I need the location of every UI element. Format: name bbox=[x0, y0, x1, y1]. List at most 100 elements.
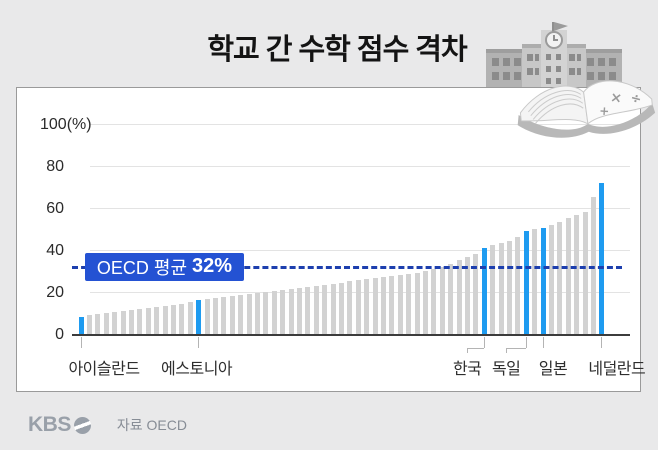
gridline bbox=[90, 124, 630, 125]
y-axis-tick: 40 bbox=[46, 242, 64, 259]
bar bbox=[229, 296, 235, 334]
bar bbox=[448, 264, 454, 334]
bar bbox=[128, 310, 134, 334]
bar bbox=[238, 295, 244, 334]
label-connector bbox=[466, 348, 468, 353]
bar bbox=[439, 267, 445, 334]
bar bbox=[565, 218, 571, 334]
country-label-에스토니아: 에스토니아 bbox=[161, 361, 233, 378]
label-connector bbox=[80, 337, 82, 348]
bar bbox=[532, 229, 538, 334]
bar-highlight bbox=[481, 248, 487, 334]
bar bbox=[338, 283, 344, 334]
bar bbox=[112, 312, 118, 334]
bar bbox=[347, 281, 353, 334]
country-label-독일: 독일 bbox=[491, 361, 521, 378]
bar bbox=[473, 254, 479, 334]
country-label-일본: 일본 bbox=[538, 361, 568, 378]
bar bbox=[498, 243, 504, 334]
bar bbox=[422, 271, 428, 334]
country-label-한국: 한국 bbox=[452, 361, 482, 378]
country-label-네덜란드: 네덜란드 bbox=[588, 361, 646, 378]
label-connector bbox=[505, 348, 507, 353]
bar bbox=[254, 293, 260, 334]
gridline bbox=[90, 250, 630, 251]
country-label-아이슬란드: 아이슬란드 bbox=[68, 361, 140, 378]
bar bbox=[464, 257, 470, 334]
label-connector bbox=[601, 337, 603, 348]
bar bbox=[154, 307, 160, 334]
bar-highlight bbox=[599, 183, 605, 334]
bar bbox=[322, 285, 328, 334]
school-building-icon bbox=[486, 22, 622, 93]
bar bbox=[120, 311, 126, 334]
bar bbox=[187, 302, 193, 334]
oecd-average-badge: OECD 평균 32% bbox=[85, 252, 244, 281]
bar bbox=[103, 313, 109, 334]
y-axis-tick: 20 bbox=[46, 284, 64, 301]
bar bbox=[271, 291, 277, 334]
bar bbox=[263, 292, 269, 334]
bar bbox=[313, 286, 319, 334]
label-connector bbox=[467, 348, 485, 349]
bar bbox=[515, 237, 521, 334]
svg-text:×: × bbox=[609, 90, 623, 107]
bar bbox=[397, 275, 403, 334]
bar bbox=[406, 274, 412, 334]
bar bbox=[86, 315, 92, 334]
kbs-logo: KBS bbox=[28, 413, 71, 436]
bar bbox=[574, 215, 580, 334]
bar bbox=[95, 314, 101, 334]
bar bbox=[380, 277, 386, 334]
label-connector bbox=[542, 337, 544, 348]
svg-text:÷: ÷ bbox=[629, 91, 643, 108]
svg-text:+: + bbox=[599, 104, 610, 119]
bar bbox=[145, 308, 151, 334]
bar-highlight bbox=[540, 228, 546, 334]
y-axis-tick: 60 bbox=[46, 200, 64, 217]
bar bbox=[288, 289, 294, 334]
bar bbox=[137, 309, 143, 334]
x-axis-line bbox=[72, 334, 630, 336]
bar bbox=[506, 241, 512, 334]
gridline bbox=[90, 166, 630, 167]
bar bbox=[280, 290, 286, 334]
gridline bbox=[90, 208, 630, 209]
bar bbox=[355, 280, 361, 334]
data-source-label: 자료 OECD bbox=[116, 417, 187, 433]
bar bbox=[372, 278, 378, 334]
open-book-icon: × ÷ + bbox=[510, 59, 658, 152]
bar bbox=[590, 197, 596, 334]
bar bbox=[431, 269, 437, 334]
oecd-average-value: 32% bbox=[192, 255, 233, 278]
footer: KBS 자료 OECD bbox=[28, 413, 187, 437]
bar bbox=[557, 222, 563, 334]
kbs-globe-icon bbox=[73, 416, 91, 434]
oecd-average-line bbox=[72, 265, 622, 269]
label-connector bbox=[525, 337, 527, 348]
bar bbox=[162, 306, 168, 334]
bar-highlight bbox=[78, 317, 84, 334]
bar bbox=[296, 288, 302, 334]
label-connector bbox=[483, 337, 485, 348]
y-axis-tick: 100(%) bbox=[40, 116, 92, 133]
bar bbox=[364, 279, 370, 334]
bar bbox=[582, 212, 588, 334]
bar bbox=[414, 273, 420, 334]
bar bbox=[305, 287, 311, 334]
bar bbox=[330, 284, 336, 334]
label-connector bbox=[198, 337, 200, 348]
label-connector bbox=[506, 348, 527, 349]
bar bbox=[548, 225, 554, 334]
bar bbox=[212, 298, 218, 334]
bar bbox=[490, 245, 496, 334]
bar bbox=[170, 305, 176, 334]
bar bbox=[389, 276, 395, 334]
page-title: 학교 간 수학 점수 격차 bbox=[207, 34, 467, 66]
y-axis-tick: 0 bbox=[55, 326, 64, 343]
bar bbox=[204, 299, 210, 334]
bar bbox=[456, 260, 462, 334]
bar bbox=[246, 294, 252, 334]
bar-highlight bbox=[523, 231, 529, 334]
